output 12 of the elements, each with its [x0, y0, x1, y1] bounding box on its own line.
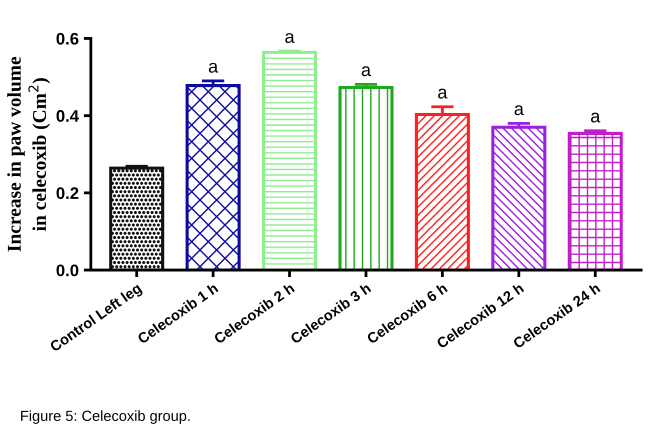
- annotation: a: [208, 62, 218, 73]
- annotation: a: [285, 33, 295, 43]
- annotation: a: [438, 88, 448, 99]
- annotation: a: [514, 105, 524, 116]
- annotation: a: [591, 112, 600, 123]
- y-tick-label: 0.4: [56, 110, 79, 122]
- annotation: a: [362, 66, 371, 76]
- caption: Figure 5: Celecoxib group.: [21, 410, 190, 424]
- y-tick-label: 0.2: [56, 187, 78, 200]
- y-tick-label: 0.6: [56, 32, 78, 45]
- y-axis-title: Increase in paw volume in celecoxib (Cm$^{2}$): [7, 56, 50, 252]
- y-tick-label: 0.0: [56, 264, 78, 276]
